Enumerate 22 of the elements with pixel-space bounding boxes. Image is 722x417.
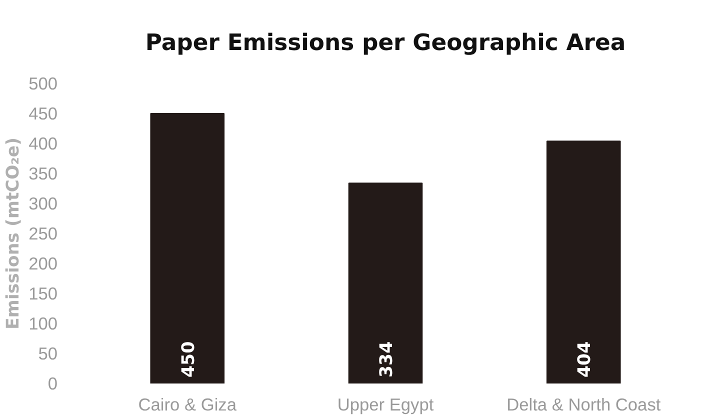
y-tick-label: 200 [28,254,58,274]
bar [348,182,423,384]
y-tick-label: 0 [48,374,58,394]
y-tick-label: 300 [28,194,58,214]
y-tick-label: 50 [38,344,58,364]
y-axis-title: Emissions (mtCO₂e) [4,138,24,330]
y-tick-label: 500 [28,74,58,94]
data-label: 450 [178,341,199,378]
y-tick-label: 350 [28,164,58,184]
y-tick-label: 150 [28,284,58,304]
bar [546,140,621,384]
y-tick-label: 100 [28,314,58,334]
chart-title: Paper Emissions per Geographic Area [145,30,626,56]
data-label: 334 [377,341,397,378]
x-tick-label: Delta & North Coast [506,394,661,414]
x-tick-label: Upper Egypt [337,394,434,414]
y-tick-label: 250 [28,224,58,244]
bar [150,113,225,384]
y-tick-label: 450 [28,104,58,124]
data-label: 404 [575,341,596,378]
y-tick-label: 400 [28,134,58,154]
x-tick-label: Cairo & Giza [138,394,237,414]
